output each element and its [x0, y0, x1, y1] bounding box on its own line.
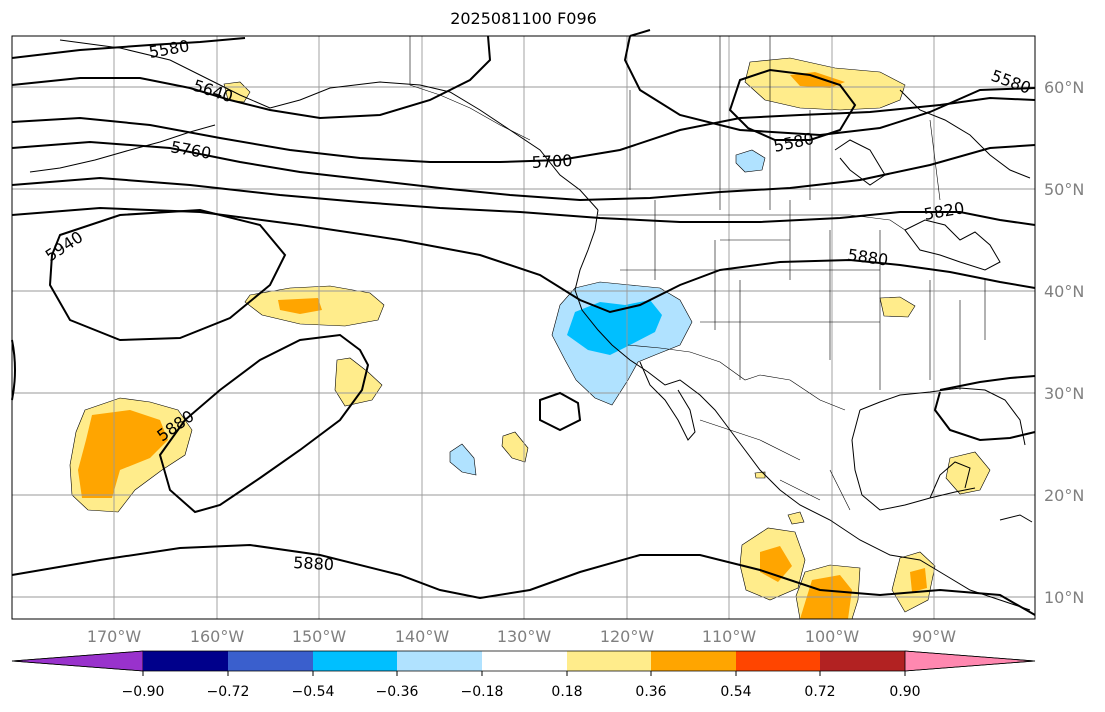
colorbar-tick-label: −0.36 [376, 684, 419, 700]
colorbar-bin [736, 651, 820, 671]
us-state-lines [620, 200, 986, 390]
colorbar-bin [651, 651, 736, 671]
colorbar-tick-label: −0.72 [207, 684, 250, 700]
colorbar-bin [397, 651, 482, 671]
contour-5640 [11, 35, 492, 120]
lon-label: 170°W [87, 627, 142, 646]
lat-label: 60°N [1044, 78, 1084, 97]
colorbar-tick-label: −0.18 [461, 684, 504, 700]
contour-edge-left [11, 339, 16, 401]
colorbar-bin [820, 651, 905, 671]
contour-ring-small [539, 391, 582, 432]
lat-label: 50°N [1044, 180, 1084, 199]
contour-label: 5880 [293, 553, 335, 574]
colorbar-tick-label: −0.54 [292, 684, 335, 700]
contour-5700 [11, 96, 1036, 163]
colorbar-tick-label: 0.54 [720, 684, 751, 700]
lon-label: 130°W [497, 627, 552, 646]
colorbar-tick-label: 0.72 [804, 684, 835, 700]
colorbar-bin [143, 651, 228, 671]
contour-5820 [11, 176, 1036, 226]
latitude-labels: 60°N 50°N 40°N 30°N 20°N 10°N [1044, 78, 1084, 607]
colorbar-tick-label: 0.36 [635, 684, 666, 700]
height-contours [11, 29, 1036, 616]
colorbar-ticks [142, 671, 906, 676]
contour-5580-canada [728, 68, 857, 141]
contour-5880-main [11, 206, 1036, 314]
us-mexico-border [627, 344, 846, 411]
strong-positive-anomaly-central-america [910, 568, 927, 592]
strong-positive-anomaly-west-pacific [78, 410, 168, 498]
lat-label: 30°N [1044, 384, 1084, 403]
map-background [12, 36, 1035, 619]
contour-5880-south [11, 543, 1036, 616]
map-title: 2025081100 F096 [450, 9, 597, 28]
strong-positive-anomaly-central-pacific [278, 298, 322, 314]
colorbar-bin [482, 651, 567, 671]
contour-5580-east [623, 29, 1036, 137]
colorbar-bin [313, 651, 397, 671]
colorbar-labels: −0.90 −0.72 −0.54 −0.36 −0.18 0.18 0.36 … [122, 684, 921, 700]
colorbar-tick-label: 0.90 [889, 684, 920, 700]
lon-label: 110°W [702, 627, 757, 646]
colorbar [11, 650, 1036, 672]
colorbar-tick-label: −0.90 [122, 684, 165, 700]
political-borders [409, 36, 986, 511]
east-canada-coast [899, 89, 1031, 179]
canada-us-border [598, 214, 906, 231]
yucatan [929, 461, 971, 499]
lat-label: 20°N [1044, 486, 1084, 505]
lat-label: 10°N [1044, 588, 1084, 607]
anomaly-shading [69, 57, 991, 620]
mexico-state-lines [699, 419, 851, 511]
strong-positive-anomaly-canada [790, 72, 845, 88]
caribbean-islands [999, 514, 1033, 523]
positive-anomaly-small-2 [501, 431, 529, 463]
west-coast [574, 209, 1031, 611]
contour-5880-subtropical [158, 333, 370, 514]
lon-label: 100°W [805, 627, 860, 646]
strong-negative-anomaly-california [567, 300, 662, 355]
contour-5940-high [48, 208, 287, 342]
positive-anomaly-tiny-1 [787, 511, 805, 525]
colorbar-tick-label: 0.18 [551, 684, 582, 700]
positive-anomaly-great-lakes [879, 296, 916, 318]
colorbar-bin [567, 651, 651, 671]
contour-label: 5700 [531, 151, 573, 172]
alaska-canada-border [409, 36, 531, 141]
mexico-gulf-coast [851, 409, 976, 511]
lon-label: 160°W [190, 627, 245, 646]
contour-5760 [11, 140, 1036, 202]
lon-label: 120°W [600, 627, 655, 646]
map-frame [11, 35, 1036, 620]
contour-5580-north [11, 37, 246, 59]
baja-california [639, 361, 696, 441]
lon-label: 140°W [395, 627, 450, 646]
colorbar-bin [228, 651, 313, 671]
contour-east-gulf [933, 375, 1036, 442]
lon-label: 90°W [912, 627, 956, 646]
colorbar-extend-high [904, 650, 1036, 672]
lat-label: 40°N [1044, 282, 1084, 301]
alaska-coast [59, 39, 599, 211]
lon-label: 150°W [292, 627, 347, 646]
longitude-labels: 170°W 160°W 150°W 140°W 130°W 120°W 110°… [87, 627, 956, 646]
negative-anomaly-canada [735, 149, 766, 173]
negative-anomaly-small [449, 443, 477, 476]
great-lakes [904, 219, 1001, 271]
colorbar-extend-low [11, 650, 144, 672]
